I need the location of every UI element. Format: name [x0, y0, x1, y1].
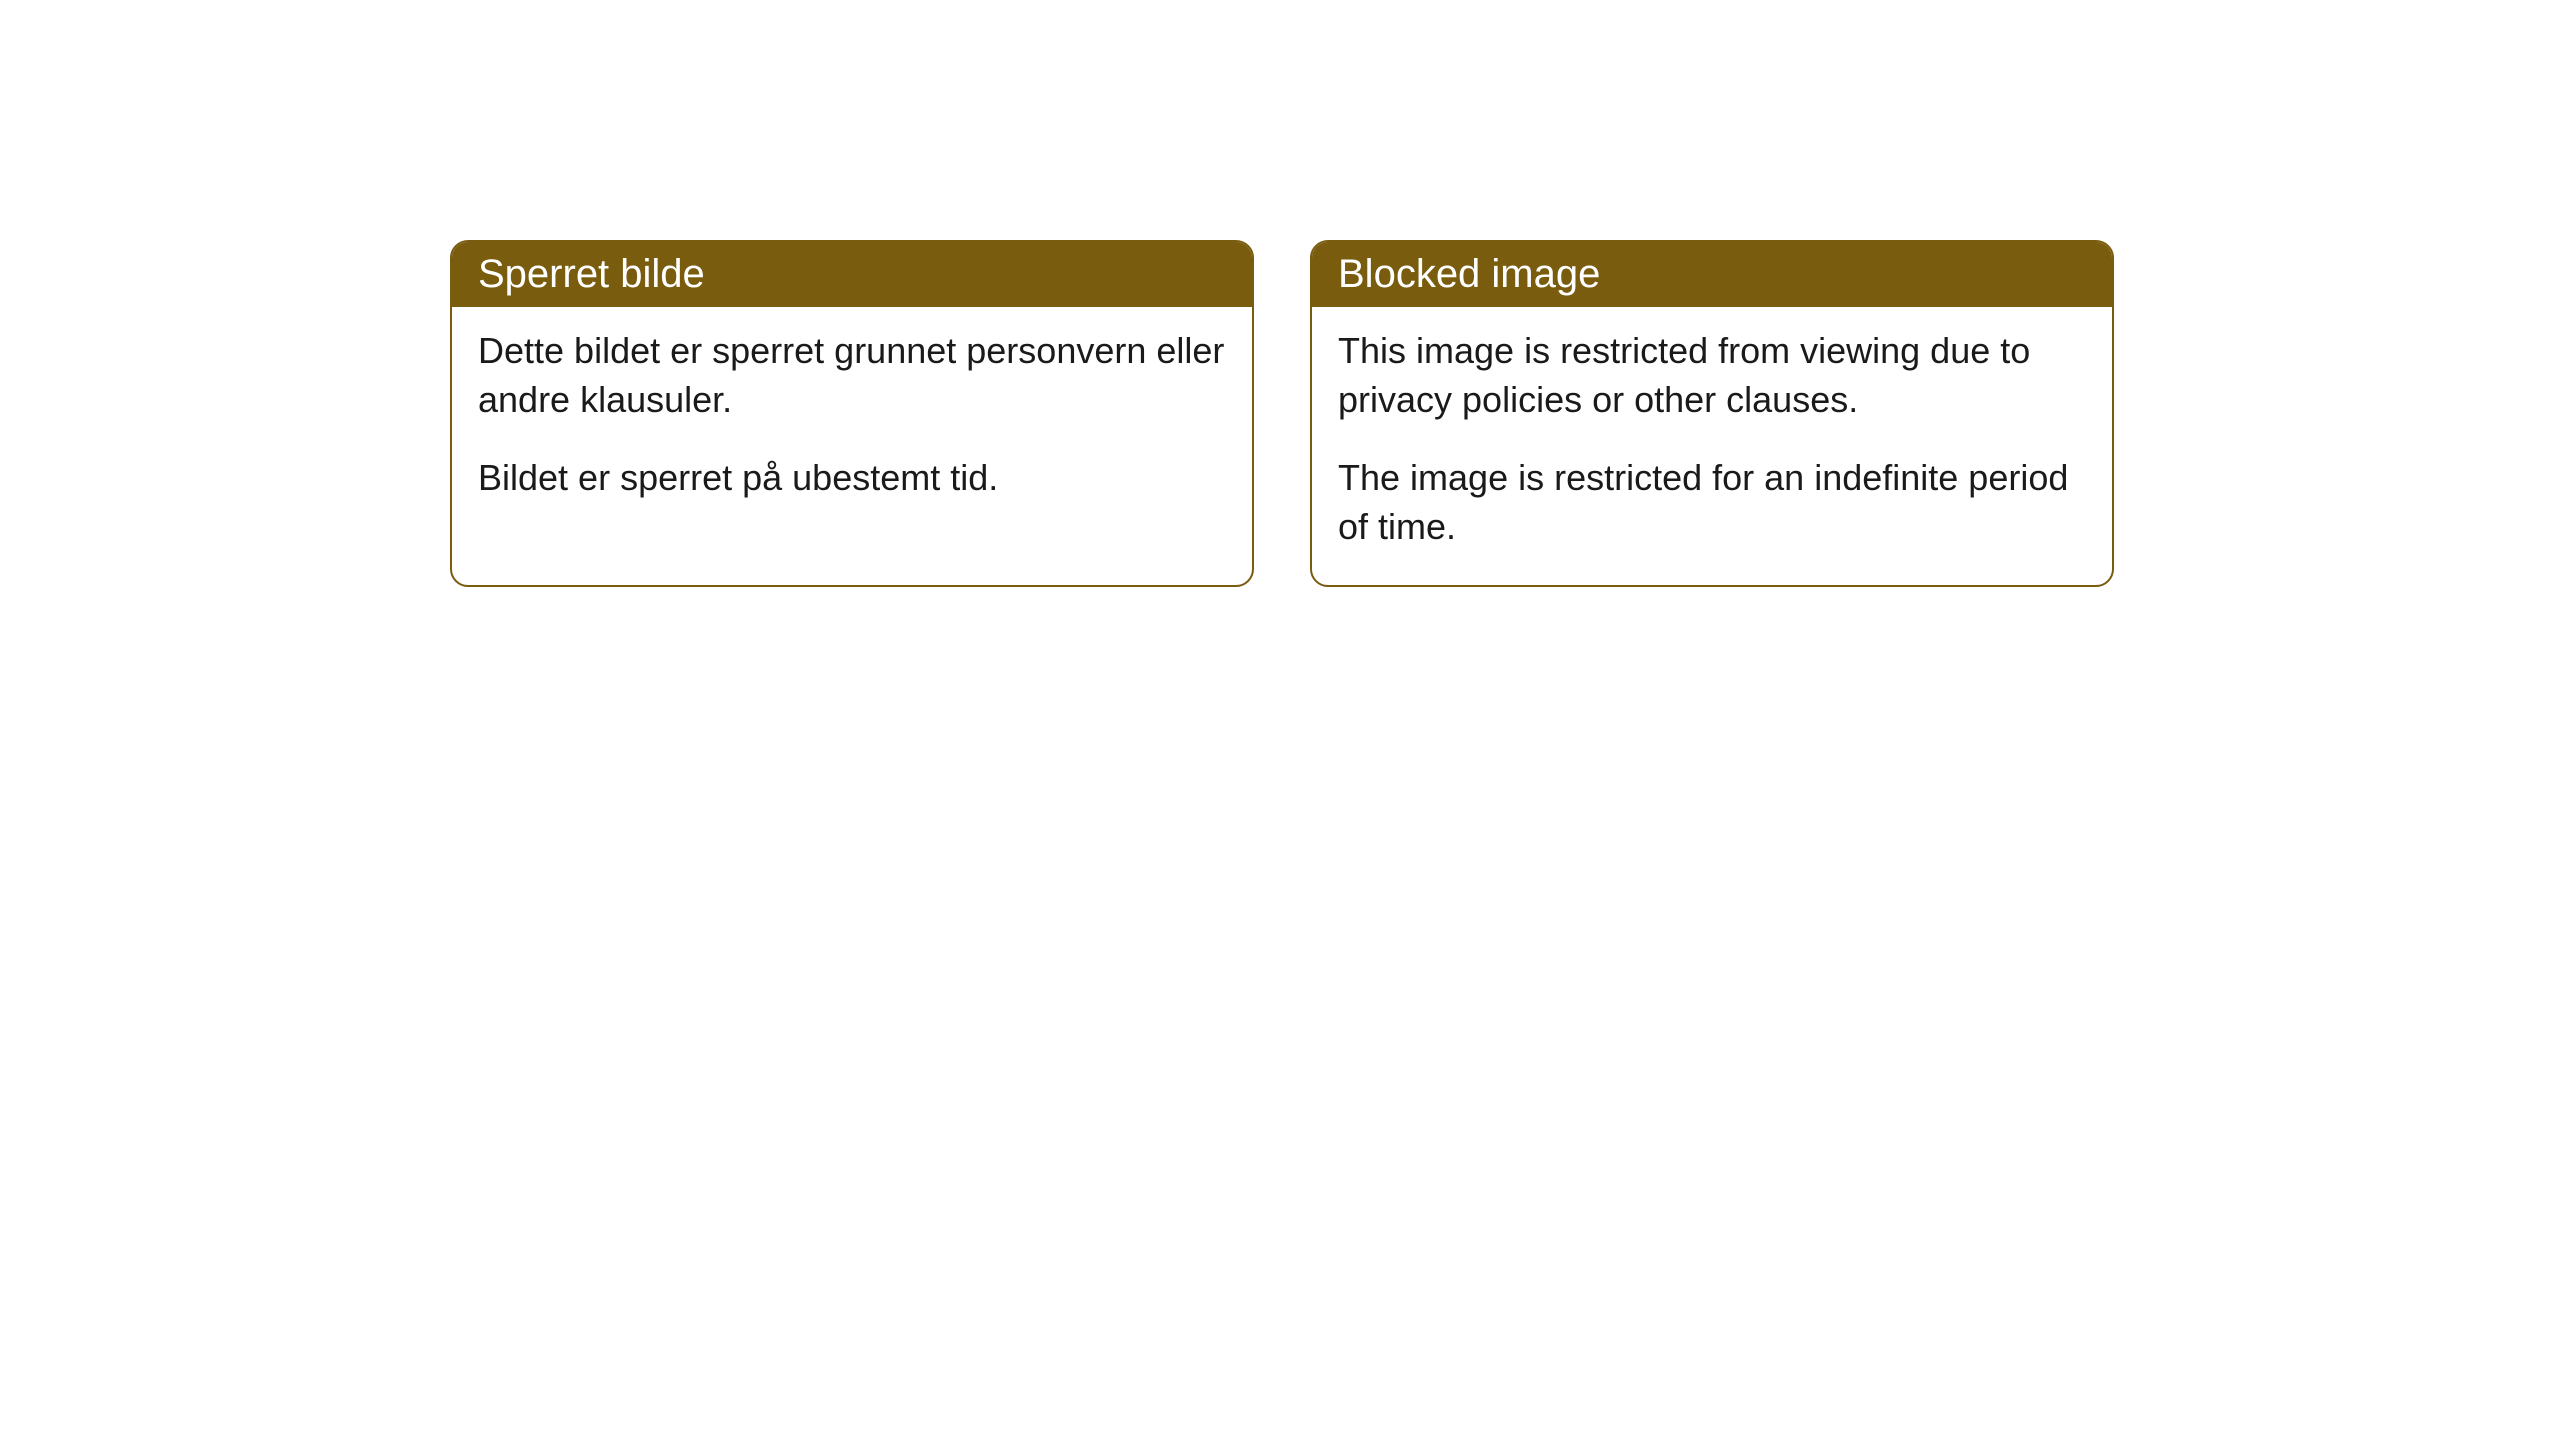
- card-paragraph: Bildet er sperret på ubestemt tid.: [478, 454, 1226, 503]
- card-body-english: This image is restricted from viewing du…: [1312, 307, 2112, 585]
- card-paragraph: This image is restricted from viewing du…: [1338, 327, 2086, 424]
- notice-card-norwegian: Sperret bilde Dette bildet er sperret gr…: [450, 240, 1254, 587]
- notice-card-english: Blocked image This image is restricted f…: [1310, 240, 2114, 587]
- card-paragraph: The image is restricted for an indefinit…: [1338, 454, 2086, 551]
- card-body-norwegian: Dette bildet er sperret grunnet personve…: [452, 307, 1252, 537]
- card-title: Blocked image: [1338, 252, 1600, 296]
- card-paragraph: Dette bildet er sperret grunnet personve…: [478, 327, 1226, 424]
- card-title: Sperret bilde: [478, 252, 705, 296]
- card-header-norwegian: Sperret bilde: [452, 242, 1252, 307]
- notice-container: Sperret bilde Dette bildet er sperret gr…: [450, 240, 2114, 587]
- card-header-english: Blocked image: [1312, 242, 2112, 307]
